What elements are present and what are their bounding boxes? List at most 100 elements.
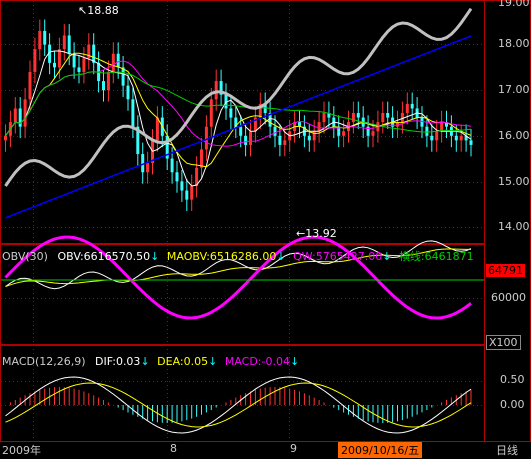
candle-body [57,49,61,68]
obv-scale-box: X100 [486,335,521,350]
candle-body [317,122,321,132]
price-tick: 14.00 [498,220,530,233]
candle-body [342,131,346,136]
candle-body [400,113,404,123]
candle-body [28,71,32,100]
candle-body [307,135,311,141]
obv-value: OBV:6616570.50 [57,250,151,263]
candle-body [165,135,169,159]
date-label-month-9: 9 [290,442,297,455]
ma10-line [5,52,472,168]
candle-body [4,135,7,141]
moving-average-lines [4,7,473,219]
candle-body [327,113,331,118]
high-price-marker: ↖18.88 [78,4,119,17]
candle-body [13,108,17,123]
ma-gray-line [4,7,473,187]
dif-value: DIF:0.03 [95,355,141,368]
candle-body [425,126,429,136]
candle-body [131,99,135,127]
qw-value: QW:5765427.00 [293,250,383,263]
candle-body [200,149,203,168]
candle-body [136,126,140,155]
cursor-date: 2009/10/16/五 [338,442,423,458]
macd-title-row: MACD(12,26,9) DIF:0.03↓ DEA:0.05↓ MACD:-… [2,355,299,368]
candle-body [278,135,282,145]
candle-body [48,44,52,63]
candle-body [239,126,243,136]
obv-title-row: OBV(30) OBV:6616570.50 ↓ MAOBV:6516286.00… [2,248,474,264]
candle-body [92,44,96,63]
candle-body [62,35,66,50]
candle-body [229,108,233,118]
candle-body [141,154,145,173]
down-arrow-icon: ↓ [208,355,218,368]
candle-body [249,131,252,145]
candle-body [273,126,277,136]
period-label[interactable]: 日线 [496,444,518,457]
macd-lines [5,376,472,434]
maobv-value: MAOBV:6516286.00 [166,250,277,263]
candle-body [337,126,341,136]
macd-tick: 0.00 [500,398,525,411]
candle-body [126,85,130,100]
down-arrow-icon: ↓ [382,250,392,263]
candle-body [87,44,91,59]
candle-body [454,135,458,141]
price-tick: 15.00 [498,175,530,188]
candle-body [268,113,272,127]
candle-body [386,113,390,118]
candle-body [253,117,257,132]
candle-body [420,117,424,127]
grid [1,0,484,441]
horizontal-line-value: 横线:6461871 [398,250,474,263]
price-tick: 19.00 [498,0,530,9]
macd-tick: 0.50 [500,373,525,386]
candle-body [170,158,174,173]
candle-body [72,53,76,68]
obv-lines [1,235,484,320]
candle-body [106,71,110,91]
obv-tick: 60000 [491,291,526,304]
candle-body [396,122,399,127]
candle-body [459,135,463,141]
candle-body [214,81,218,100]
obv-current-badge: 64791 [486,264,525,277]
candle-body [53,62,56,68]
dea-line [5,382,472,428]
candle-body [263,103,267,113]
candle-body [366,126,370,136]
candle-body [121,67,125,86]
candle-body [190,185,194,200]
macd-indicator-name[interactable]: MACD(12,26,9) [2,355,86,368]
candle-body [258,103,262,118]
candle-body [356,113,360,118]
candle-body [435,131,439,141]
macd-value: MACD:-0.04 [224,355,290,368]
candle-body [464,135,468,141]
candle-body [234,117,238,127]
candle-body [195,167,199,186]
candle-body [209,99,213,127]
candle-body [469,140,473,145]
candle-body [371,131,375,136]
candle-body [175,172,179,182]
candle-body [430,135,434,141]
candle-body [351,113,355,123]
candle-body [185,190,189,200]
candle-body [298,122,301,127]
arrow-icon: ↖ [78,4,88,17]
candle-body [67,35,71,54]
dif-line [5,376,472,434]
candle-body [18,108,22,127]
candle-body [219,81,223,95]
obv-indicator-name[interactable]: OBV(30) [2,250,48,263]
candle-body [102,81,105,91]
maobv-line [5,248,471,287]
date-label-year: 2009年 [2,444,41,457]
price-tick: 16.00 [498,129,530,142]
down-arrow-icon: ↓ [276,250,286,263]
arrow-icon: ← [296,227,306,240]
candle-body [33,49,37,72]
